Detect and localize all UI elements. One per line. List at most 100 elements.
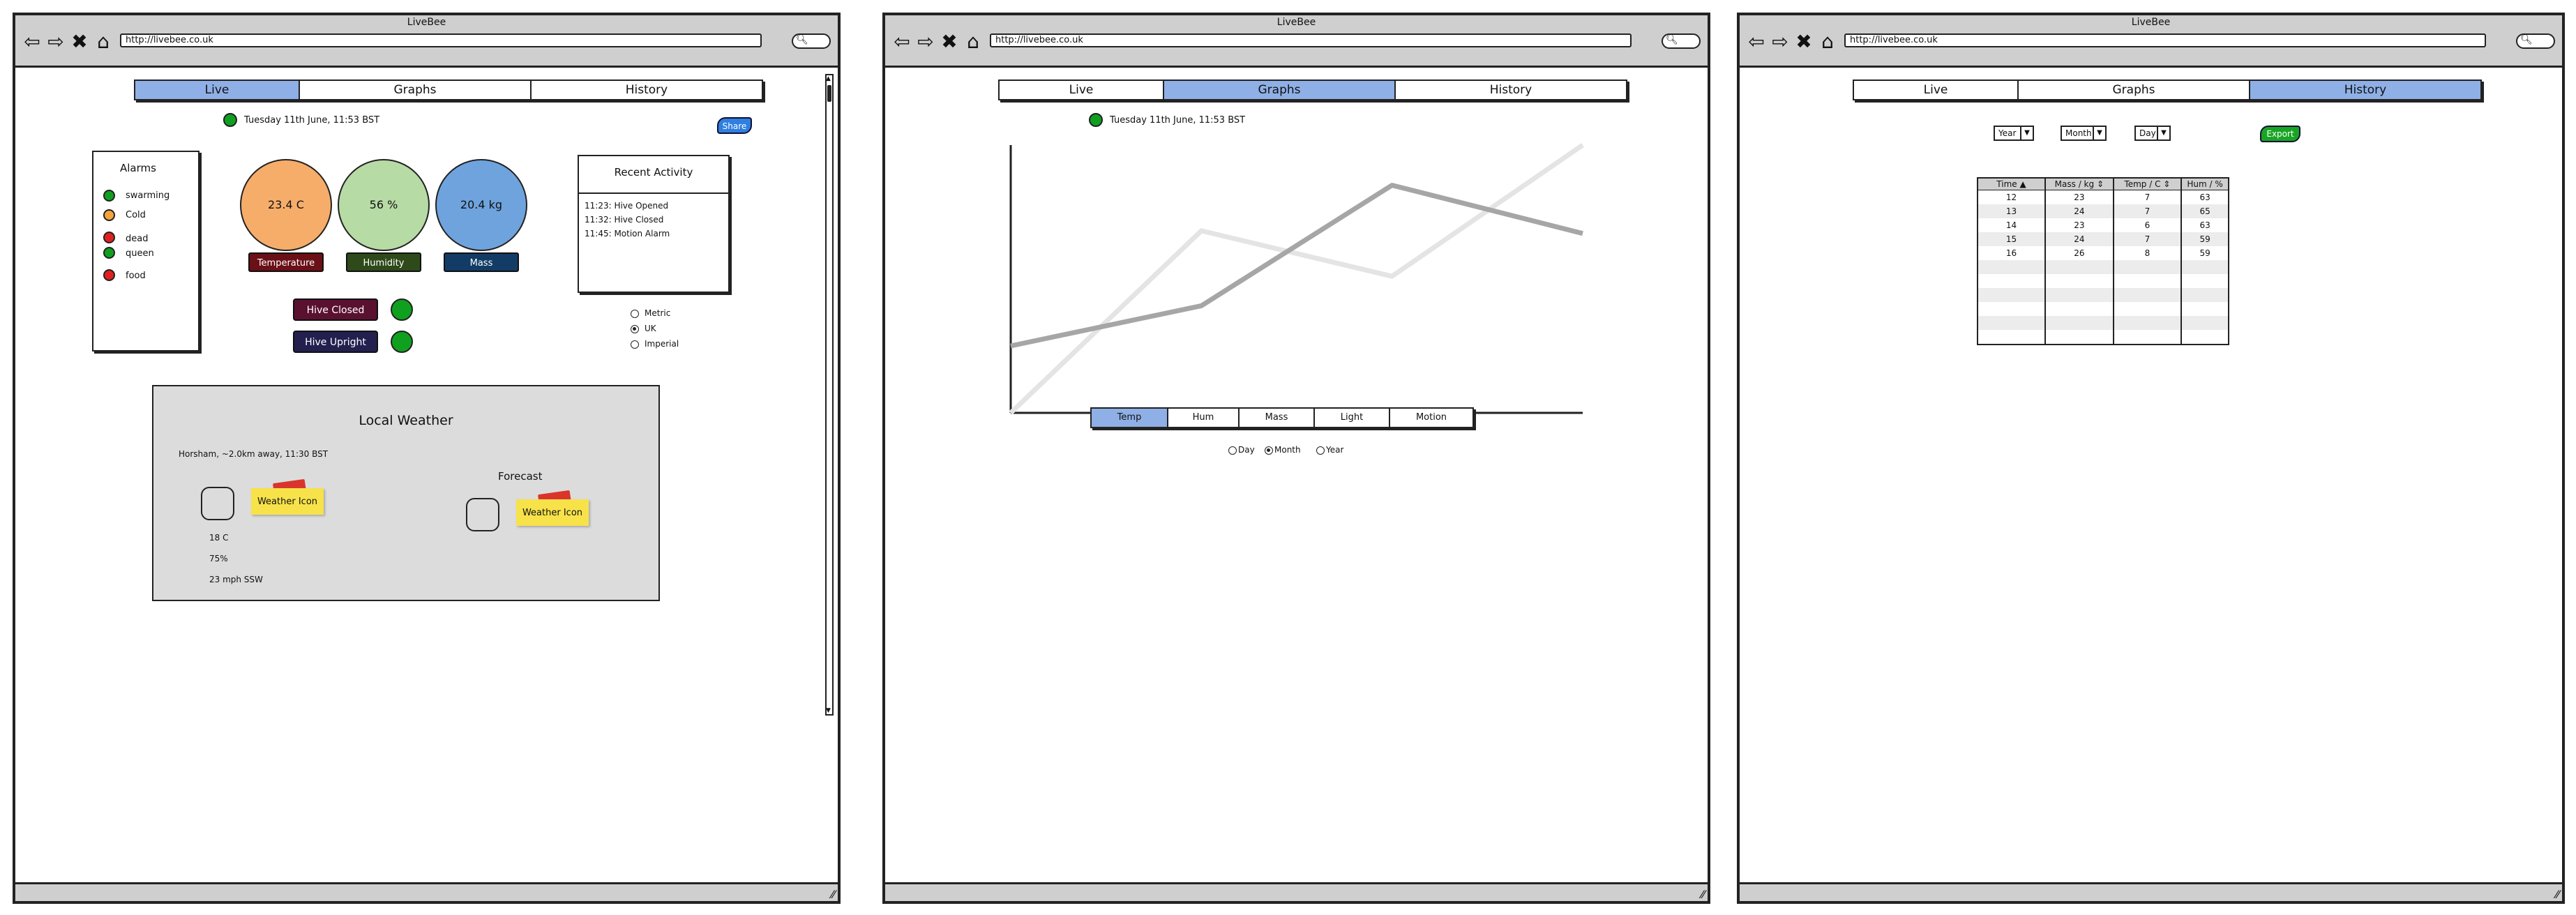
day-dropdown-label: Day [2139, 128, 2156, 138]
table-row-empty [1978, 330, 2229, 345]
history-table: Time ▲ Mass / kg ⇕ Temp / C ⇕ Hum / % 12… [1977, 177, 2229, 345]
search-field[interactable]: 🔍︎ [2516, 33, 2555, 49]
home-icon[interactable]: ⌂ [967, 30, 979, 53]
cell: 23 [2045, 190, 2114, 204]
stop-icon[interactable]: ✖ [941, 30, 958, 53]
series-line-0 [1010, 183, 1583, 349]
forward-icon[interactable]: ⇨ [47, 30, 64, 53]
export-button[interactable]: Export [2260, 126, 2300, 142]
url-field[interactable]: http://livebee.co.uk [990, 33, 1632, 47]
range-radio-day[interactable] [1228, 446, 1237, 455]
column-header-temp[interactable]: Temp / C ⇕ [2113, 178, 2183, 190]
resize-grip-icon[interactable]: ⁄⁄ [2555, 888, 2559, 901]
month-dropdown[interactable]: Month ▼ [2061, 126, 2107, 141]
unit-radio-imperial[interactable] [631, 340, 639, 349]
forward-icon[interactable]: ⇨ [1772, 30, 1788, 53]
scrollbar[interactable]: ▲ ▼ [825, 74, 834, 716]
browser-window-history: LiveBee ⇦ ⇨ ✖ ⌂ http://livebee.co.uk 🔍︎ … [1737, 13, 2565, 904]
alarm-dot-queen [103, 247, 115, 259]
tab-graphs[interactable]: Graphs [1164, 81, 1396, 99]
home-icon[interactable]: ⌂ [97, 30, 110, 53]
stop-icon[interactable]: ✖ [71, 30, 88, 53]
table-row[interactable]: 16 26 8 59 [1978, 246, 2229, 260]
timestamp: Tuesday 11th June, 11:53 BST [1110, 115, 1246, 126]
alarm-label: queen [126, 248, 154, 259]
stop-icon[interactable]: ✖ [1795, 30, 1812, 53]
tab-graphs[interactable]: Graphs [2019, 81, 2250, 99]
chevron-down-icon: ▼ [2093, 127, 2105, 139]
alarm-label: swarming [126, 190, 170, 201]
scroll-down-icon[interactable]: ▼ [826, 707, 831, 714]
tab-history[interactable]: History [532, 81, 762, 99]
table-row[interactable]: 14 23 6 63 [1978, 218, 2229, 232]
resize-grip-icon[interactable]: ⁄⁄ [831, 888, 835, 901]
url-field[interactable]: http://livebee.co.uk [1844, 33, 2486, 47]
share-button[interactable]: Share [717, 117, 752, 134]
tab-graphs[interactable]: Graphs [300, 81, 532, 99]
live-status-dot [223, 113, 237, 127]
scroll-up-icon[interactable]: ▲ [826, 75, 831, 82]
table-row-empty [1978, 260, 2229, 274]
unit-radio-metric[interactable] [631, 310, 639, 318]
main-tabs: Live Graphs History [998, 80, 1627, 100]
column-header-time[interactable]: Time ▲ [1978, 178, 2047, 190]
metric-tab-motion[interactable]: Motion [1390, 409, 1472, 427]
year-dropdown[interactable]: Year ▼ [1994, 126, 2034, 141]
cell: 26 [2045, 246, 2114, 260]
table-row[interactable]: 15 24 7 59 [1978, 232, 2229, 246]
window-title: LiveBee [2131, 17, 2171, 28]
tab-live[interactable]: Live [1000, 81, 1164, 99]
tab-history[interactable]: History [1396, 81, 1626, 99]
column-header-mass[interactable]: Mass / kg ⇕ [2045, 178, 2114, 190]
tab-live[interactable]: Live [1854, 81, 2019, 99]
cell: 12 [1978, 190, 2047, 204]
weather-humidity: 75% [209, 554, 228, 564]
alarm-dot-swarming [103, 190, 115, 202]
back-icon[interactable]: ⇦ [894, 30, 910, 53]
resize-grip-icon[interactable]: ⁄⁄ [1701, 888, 1705, 901]
temperature-label: Temperature [248, 252, 324, 272]
table-row[interactable]: 13 24 7 65 [1978, 204, 2229, 218]
search-field[interactable]: 🔍︎ [1662, 33, 1701, 49]
search-icon: 🔍︎ [796, 34, 808, 45]
weather-location: Horsham, ~2.0km away, 11:30 BST [179, 449, 329, 459]
cell: 24 [2045, 204, 2114, 218]
scroll-thumb[interactable] [827, 85, 831, 102]
cell: 6 [2113, 218, 2183, 232]
back-icon[interactable]: ⇦ [1748, 30, 1765, 53]
home-icon[interactable]: ⌂ [1821, 30, 1834, 53]
weather-icon-note: Weather Icon [251, 488, 324, 515]
tab-live[interactable]: Live [135, 81, 300, 99]
status-bar: ⁄⁄ [885, 882, 1708, 901]
metric-tab-hum[interactable]: Hum [1168, 409, 1240, 427]
range-radio-year[interactable] [1316, 446, 1325, 455]
tab-history[interactable]: History [2250, 81, 2480, 99]
cell: 8 [2113, 246, 2183, 260]
cell: 59 [2181, 246, 2229, 260]
search-field[interactable]: 🔍︎ [792, 33, 831, 49]
day-dropdown[interactable]: Day ▼ [2134, 126, 2171, 141]
hive-closed-indicator [391, 298, 413, 321]
cell: 24 [2045, 232, 2114, 246]
year-dropdown-label: Year [1998, 128, 2017, 138]
back-icon[interactable]: ⇦ [24, 30, 40, 53]
forecast-icon-note: Weather Icon [516, 499, 589, 526]
metric-tab-light[interactable]: Light [1315, 409, 1390, 427]
line-chart [1009, 143, 1584, 415]
url-field[interactable]: http://livebee.co.uk [120, 33, 762, 47]
status-bar: ⁄⁄ [15, 882, 838, 901]
table-row[interactable]: 12 23 7 63 [1978, 190, 2229, 204]
unit-radio-uk[interactable] [631, 325, 639, 333]
range-radio-month[interactable] [1265, 446, 1273, 455]
hive-upright-button[interactable]: Hive Upright [293, 331, 378, 353]
unit-label: UK [645, 324, 656, 333]
forward-icon[interactable]: ⇨ [917, 30, 934, 53]
metric-tab-temp[interactable]: Temp [1092, 409, 1168, 427]
weather-wind: 23 mph SSW [209, 575, 263, 584]
metric-tab-mass[interactable]: Mass [1240, 409, 1315, 427]
hive-closed-button[interactable]: Hive Closed [293, 298, 378, 321]
range-label: Month [1274, 445, 1301, 455]
window-title: LiveBee [407, 17, 446, 28]
title-bar: LiveBee ⇦ ⇨ ✖ ⌂ http://livebee.co.uk 🔍︎ [885, 15, 1708, 68]
column-header-hum[interactable]: Hum / % [2181, 178, 2229, 190]
